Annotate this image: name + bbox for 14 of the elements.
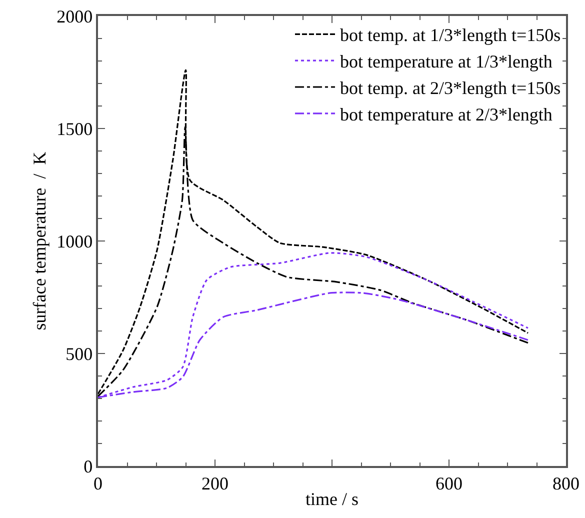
legend-label: bot temperature at 1/3*length — [340, 52, 552, 72]
legend-label: bot temperature at 2/3*length — [340, 104, 552, 124]
y-tick-label: 1500 — [56, 118, 93, 139]
y-tick-label: 1000 — [56, 231, 93, 252]
y-tick-label: 500 — [66, 344, 93, 364]
legend-label: bot temp. at 2/3*length t=150s — [340, 78, 561, 98]
x-axis-title: time / s — [306, 488, 358, 509]
x-tick-label: 200 — [202, 473, 228, 494]
y-tick-label: 0 — [84, 456, 93, 476]
x-tick-label: 800 — [552, 473, 580, 494]
x-tick-label: 600 — [436, 473, 462, 494]
y-tick-label: 2000 — [56, 6, 93, 26]
legend-label: bot temp. at 1/3*length t=150s — [340, 25, 561, 46]
y-axis-title: surface temperature / K — [29, 152, 50, 330]
